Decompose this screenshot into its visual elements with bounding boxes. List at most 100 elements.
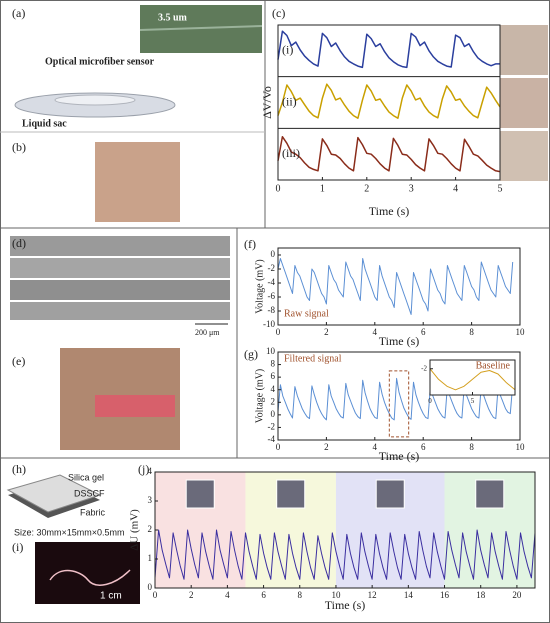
annotation: Baseline — [476, 360, 511, 371]
panel-label: (f) — [244, 237, 256, 251]
plot-frame — [277, 24, 501, 181]
x-axis-label: Time (s) — [325, 598, 366, 612]
y-tick-label: 10 — [266, 346, 276, 356]
panel-label: (j) — [138, 462, 149, 476]
x-tick-label: 20 — [512, 590, 522, 600]
condition-photo — [185, 479, 215, 509]
fiber-glow — [49, 569, 131, 586]
panel-label: (e) — [12, 354, 25, 368]
scale-label: 1 cm — [100, 591, 122, 602]
scale-label: 200 μm — [195, 328, 220, 337]
y-tick-label: -6 — [268, 291, 276, 301]
x-tick-label: 6 — [421, 327, 426, 337]
x-tick-label: 2 — [364, 183, 369, 194]
y-axis-label: Voltage (mV) — [254, 259, 265, 314]
panel-label: (c) — [272, 6, 285, 20]
x-axis-label: Time (s) — [379, 334, 420, 348]
photo — [500, 25, 548, 75]
data-line — [429, 368, 516, 391]
plot-frame — [277, 351, 521, 441]
y-tick-label: 2 — [148, 524, 153, 534]
y-axis-label: ΔU (mV) — [129, 509, 141, 551]
annotation: Filtered signal — [284, 353, 342, 364]
data-line — [154, 529, 536, 580]
y-tick-label: 0 — [148, 582, 153, 592]
series-label: (i) — [282, 43, 293, 57]
panel-label: (g) — [244, 347, 258, 361]
annotation: Raw signal — [284, 308, 329, 319]
y-axis-label: Voltage (mV) — [254, 369, 265, 424]
fiber-photo — [35, 542, 140, 604]
photo — [500, 131, 548, 181]
plot-frame — [277, 247, 521, 326]
x-tick-label: 8 — [469, 327, 474, 337]
x-tick-label: 4 — [373, 327, 378, 337]
micrograph — [10, 302, 230, 320]
data-line — [277, 135, 501, 173]
x-tick-label: 2 — [189, 590, 194, 600]
plot-frame — [154, 471, 536, 589]
x-tick-label: 10 — [516, 327, 526, 337]
y-axis-label: ΔV/Vo — [260, 86, 274, 119]
x-tick-label: 2 — [324, 327, 329, 337]
condition-photo — [375, 479, 405, 509]
y-tick-label: 2 — [271, 396, 276, 406]
sensor-band — [95, 395, 175, 417]
y-tick-label: 0 — [271, 249, 276, 259]
plot-frame — [429, 359, 516, 396]
x-tick-label: 4 — [373, 442, 378, 452]
y-tick-label: -10 — [263, 319, 275, 329]
x-tick-label: 6 — [421, 442, 426, 452]
series-label: (iii) — [282, 146, 300, 160]
data-line — [277, 377, 514, 421]
sensor-label: Optical microfiber sensor — [45, 56, 155, 67]
layer-label: DSSCF — [74, 488, 105, 498]
condition-photo — [276, 479, 306, 509]
x-tick-label: 2 — [324, 442, 329, 452]
y-tick-label: 0 — [271, 409, 276, 419]
data-line — [277, 258, 514, 315]
scale-label: 3.5 um — [158, 12, 188, 23]
y-tick-label: 1 — [148, 553, 153, 563]
panel-label: (a) — [12, 6, 25, 20]
highlight-box — [388, 370, 410, 438]
silica-layer — [6, 474, 102, 513]
y-tick-label: -2 — [268, 263, 276, 273]
x-tick-label: 0 — [428, 397, 432, 405]
data-line — [277, 83, 501, 119]
x-tick-label: 4 — [225, 590, 230, 600]
x-tick-label: 8 — [469, 442, 474, 452]
y-tick-label: 6 — [271, 371, 276, 381]
micrograph — [10, 258, 230, 278]
photo — [500, 78, 548, 128]
sac-label: Liquid sac — [22, 118, 67, 129]
x-tick-label: 0 — [276, 183, 281, 194]
x-tick-label: 10 — [516, 442, 526, 452]
y-tick-label: -8 — [268, 305, 276, 315]
x-tick-label: 12 — [368, 590, 377, 600]
size-label: Size: 30mm×15mm×0.5mm — [14, 527, 125, 537]
x-tick-label: 1 — [320, 183, 325, 194]
y-tick-label: -2 — [421, 364, 427, 372]
y-tick-label: 4 — [271, 384, 276, 394]
y-tick-label: -4 — [268, 434, 276, 444]
y-tick-label: 3 — [148, 495, 153, 505]
condition-photo — [475, 479, 505, 509]
series-label: (ii) — [282, 94, 297, 108]
panel-labels: (a) (b) (c) (d) (e) (f) (g) (h) (i) (j) — [12, 6, 285, 554]
x-axis-label: Time (s) — [379, 449, 420, 463]
y-tick-label: -2 — [268, 421, 276, 431]
layer-label: Silica gel — [68, 472, 104, 482]
x-tick-label: 4 — [453, 183, 458, 194]
x-tick-label: 0 — [276, 327, 281, 337]
x-tick-label: 8 — [298, 590, 303, 600]
panel-label: (b) — [12, 140, 26, 154]
x-tick-label: 10 — [331, 590, 341, 600]
data-line — [277, 30, 500, 69]
layer-label: Fabric — [80, 507, 106, 517]
panel-label: (i) — [12, 540, 23, 554]
x-tick-label: 3 — [409, 183, 414, 194]
y-tick-label: -4 — [268, 277, 276, 287]
y-tick-label: 8 — [271, 359, 276, 369]
